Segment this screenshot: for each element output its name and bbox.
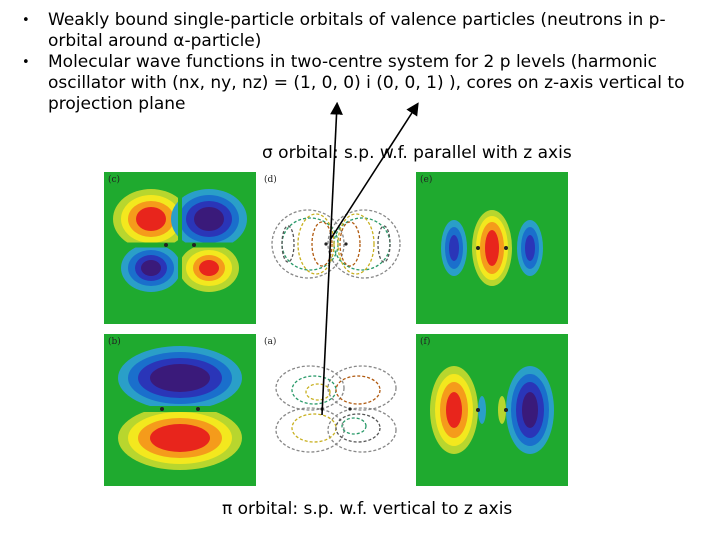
panel-a-image <box>260 334 412 486</box>
panel-e-label: (e) <box>420 175 433 185</box>
bullet-text-orbitals: Weakly bound single-particle orbitals of… <box>48 10 666 51</box>
orbital-figure: (c) (d) <box>104 172 568 488</box>
sigma-caption: σ orbital: s.p. w.f. parallel with z axi… <box>262 143 572 163</box>
panel-c-label: (c) <box>108 175 121 185</box>
panel-b-label: (b) <box>108 337 121 347</box>
panel-f-label: (f) <box>420 337 431 347</box>
panel-c: (c) <box>104 172 256 324</box>
bullet-list: • Weakly bound single-particle orbitals … <box>22 10 712 115</box>
panel-b-image <box>104 334 256 486</box>
bullet-item: • Molecular wave functions in two-centre… <box>22 52 712 115</box>
panel-d-label: (d) <box>264 175 277 185</box>
panel-a: (a) <box>260 334 412 486</box>
panel-a-label: (a) <box>264 337 277 347</box>
panel-f: (f) <box>416 334 568 486</box>
bullet-text-molecular: Molecular wave functions in two-centre s… <box>48 52 685 114</box>
panel-c-image <box>104 172 256 324</box>
bullet-dot: • <box>22 13 30 28</box>
panel-b: (b) <box>104 334 256 486</box>
pi-caption: π orbital: s.p. w.f. vertical to z axis <box>222 499 513 519</box>
panel-d: (d) <box>260 172 412 324</box>
panel-f-image <box>416 334 568 486</box>
panel-e-image <box>416 172 568 324</box>
panel-e: (e) <box>416 172 568 324</box>
bullet-dot: • <box>22 55 30 70</box>
bullet-item: • Weakly bound single-particle orbitals … <box>22 10 712 52</box>
panel-d-image <box>260 172 412 324</box>
